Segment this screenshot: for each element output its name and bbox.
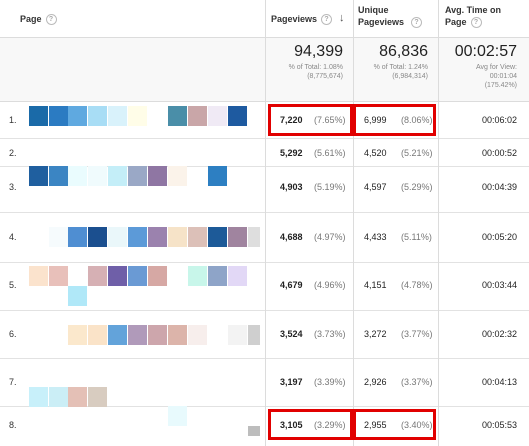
unique-pageviews-percent: (4.78%) [401,280,433,290]
highlight-box [353,104,436,136]
column-header-unique-pageviews[interactable]: Unique Pageviews? [358,4,423,29]
unique-pageviews-percent: (3.77%) [401,329,433,339]
pageviews-percent: (3.73%) [314,329,346,339]
row-number: 2. [9,148,17,158]
summary-unique-total-pct: % of Total: 1.24% [373,64,428,71]
avg-time-value: 00:04:39 [481,182,517,192]
help-icon[interactable]: ? [321,14,333,26]
unique-pageviews-percent: (3.40%) [401,420,433,430]
table-row[interactable]: 1. 7,220 (7.65%) 6,999 (8.06%) 00:06:02 [0,101,529,138]
table-row[interactable]: 8. 3,105 (3.29%) 2,955 (3.40%) 00:05:53 [0,406,529,446]
pageviews-percent: (7.65%) [314,115,346,125]
help-icon[interactable]: ? [45,14,57,26]
highlight-box [268,409,353,440]
summary-time-pct: (175.42%) [484,82,517,89]
divider [0,212,529,213]
highlight-box [268,104,353,136]
pageviews-percent: (3.29%) [314,420,346,430]
avg-time-value: 00:00:52 [481,148,517,158]
pageviews-value: 3,105 [280,420,303,430]
table-row[interactable]: 5. 4,679 (4.96%) 4,151 (4.78%) 00:03:44 [0,262,529,310]
unique-pageviews-percent: (5.29%) [401,182,433,192]
divider [0,358,529,359]
summary-time-avg: 00:01:04 [489,73,517,80]
summary-pageviews-value: 94,399 [294,43,343,60]
pageviews-value: 5,292 [280,148,303,158]
row-number: 6. [9,329,17,339]
unique-pageviews-percent: (8.06%) [401,115,433,125]
table-row[interactable]: 2. 5,292 (5.61%) 4,520 (5.21%) 00:00:52 [0,138,529,166]
row-number: 8. [9,420,17,430]
summary-time-label: Avg for View: [476,64,517,71]
unique-pageviews-percent: (5.11%) [401,232,432,242]
avg-time-value: 00:05:53 [481,420,517,430]
row-number: 4. [9,232,17,242]
unique-pageviews-value: 3,272 [364,329,387,339]
unique-pageviews-value: 4,520 [364,148,387,158]
column-header-page-label: Page [20,14,42,24]
column-header-page[interactable]: Page? [20,14,57,26]
unique-pageviews-value: 2,955 [364,420,387,430]
unique-pageviews-value: 4,433 [364,232,387,242]
unique-pageviews-value: 4,597 [364,182,387,192]
divider [0,138,529,139]
table-row[interactable]: 7. 3,197 (3.39%) 2,926 (3.37%) 00:04:13 [0,358,529,406]
pageviews-value: 3,197 [280,377,303,387]
column-header-pageviews-label: Pageviews [271,14,318,24]
table-row[interactable]: 6. 3,524 (3.73%) 3,272 (3.77%) 00:02:32 [0,310,529,358]
avg-time-value: 00:02:32 [481,329,517,339]
pageviews-value: 4,688 [280,232,303,242]
summary-time-value: 00:02:57 [454,43,517,60]
table-row[interactable]: 3. 4,903 (5.19%) 4,597 (5.29%) 00:04:39 [0,166,529,212]
divider [0,406,529,407]
row-number: 5. [9,280,17,290]
column-header-avg-time[interactable]: Avg. Time on Page? [445,4,502,29]
summary-pageviews-total: (8,775,674) [307,73,343,80]
column-divider [265,0,266,446]
pageviews-value: 3,524 [280,329,303,339]
sort-descending-icon[interactable]: ↓ [339,12,345,24]
pageviews-percent: (5.61%) [314,148,346,158]
unique-pageviews-value: 2,926 [364,377,387,387]
divider [0,310,529,311]
table-row[interactable]: 4. 4,688 (4.97%) 4,433 (5.11%) 00:05:20 [0,212,529,262]
avg-time-value: 00:03:44 [481,280,517,290]
avg-time-value: 00:04:13 [481,377,517,387]
unique-pageviews-value: 4,151 [364,280,387,290]
divider [0,262,529,263]
pageviews-value: 4,903 [280,182,303,192]
unique-pageviews-value: 6,999 [364,115,387,125]
divider [0,37,529,38]
column-header-pageviews[interactable]: Pageviews? [271,14,333,26]
help-icon[interactable]: ? [411,17,423,29]
unique-pageviews-percent: (3.37%) [401,377,433,387]
row-number: 7. [9,377,17,387]
divider [0,166,529,167]
avg-time-value: 00:06:02 [481,115,517,125]
divider [0,101,529,102]
column-divider [353,0,354,446]
summary-unique-value: 86,836 [379,43,428,60]
summary-pageviews-total-pct: % of Total: 1.08% [288,64,343,71]
unique-pageviews-percent: (5.21%) [401,148,433,158]
summary-unique-total: (6,984,314) [392,73,428,80]
column-header-unique-label: Unique Pageviews [358,5,405,27]
help-icon[interactable]: ? [470,17,482,29]
row-number: 1. [9,115,17,125]
pageviews-percent: (3.39%) [314,377,346,387]
pageviews-percent: (4.96%) [314,280,346,290]
column-divider [438,0,439,446]
column-header-avg-time-label: Avg. Time on Page [445,5,502,27]
avg-time-value: 00:05:20 [481,232,517,242]
pageviews-percent: (5.19%) [314,182,346,192]
pageviews-value: 4,679 [280,280,303,290]
summary-row: 94,399 % of Total: 1.08% (8,775,674) 86,… [0,37,529,101]
pageviews-percent: (4.97%) [314,232,346,242]
pageviews-value: 7,220 [280,115,303,125]
highlight-box [353,409,436,440]
row-number: 3. [9,182,17,192]
table-header: Page? Pageviews? ↓ Unique Pageviews? Avg… [0,0,529,37]
